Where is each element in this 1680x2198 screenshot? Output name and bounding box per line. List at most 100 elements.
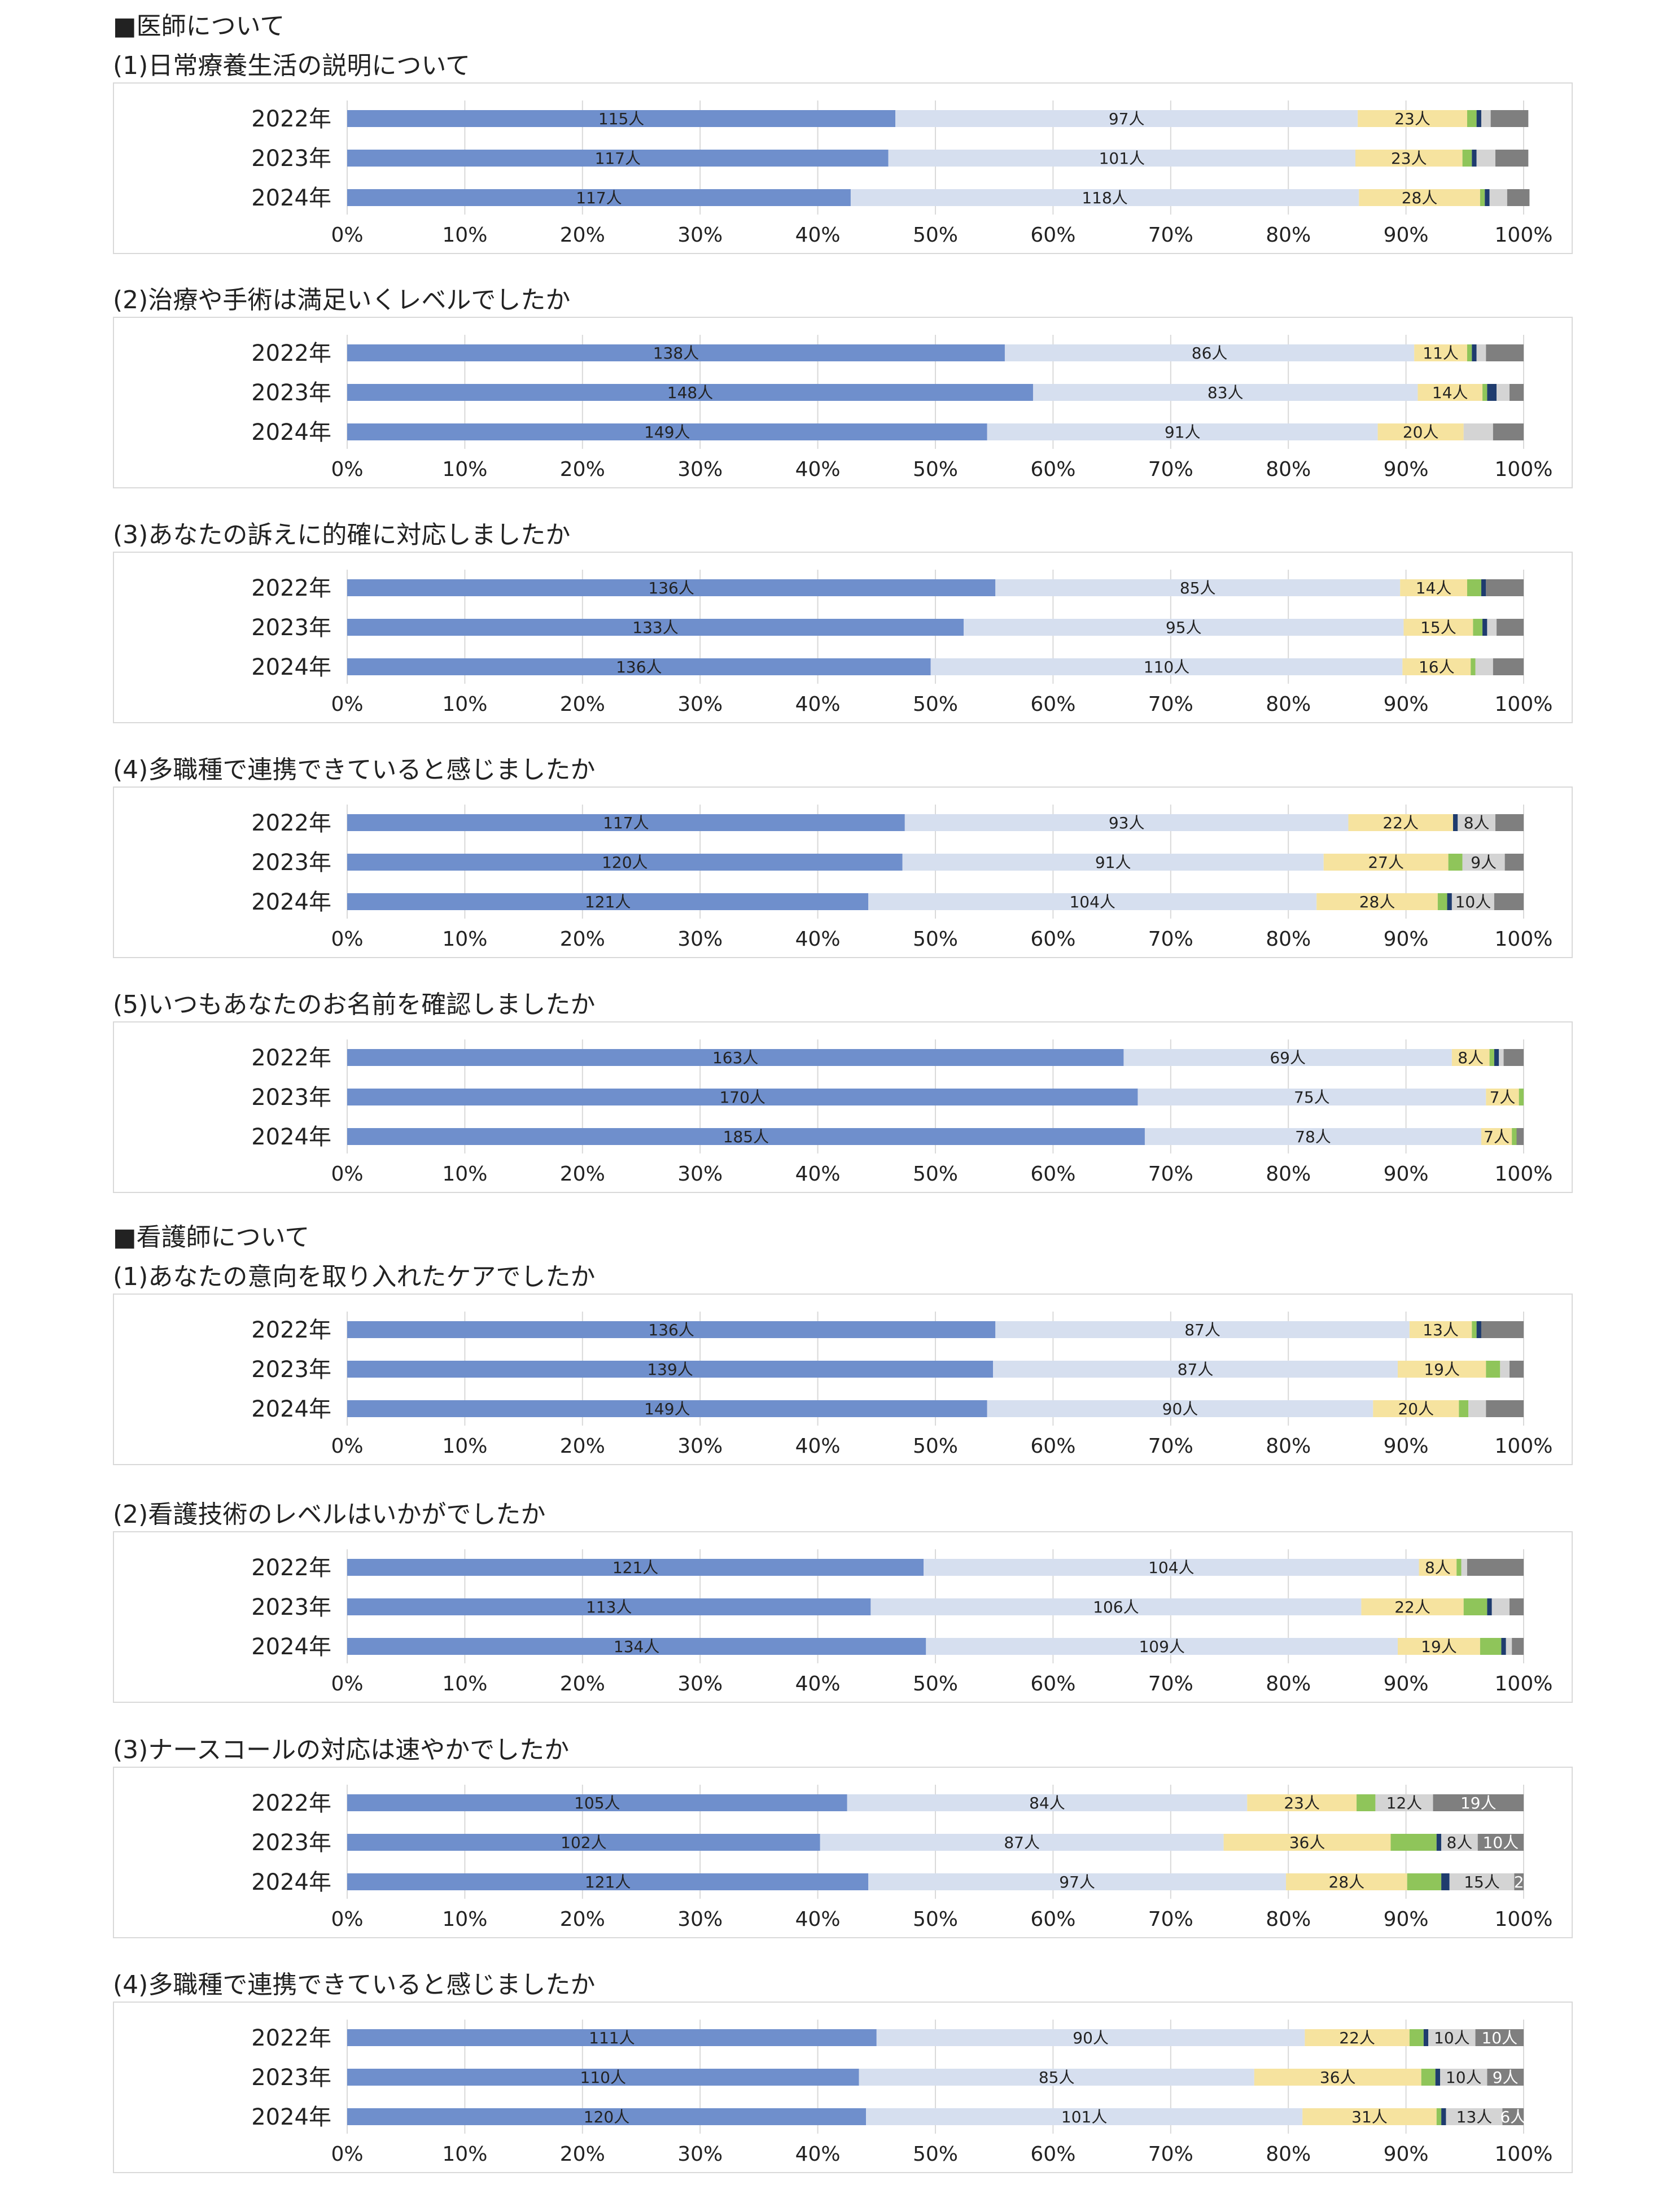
data-label: 148人 xyxy=(667,383,713,402)
bar-segment-s4 xyxy=(1436,2108,1442,2125)
data-label: 121人 xyxy=(585,1873,631,1891)
bar-segment-s7 xyxy=(1495,150,1529,167)
data-label: 115人 xyxy=(598,110,644,128)
x-tick-label: 40% xyxy=(795,1908,841,1931)
bar-segment-s2 xyxy=(987,1400,1373,1417)
bar-segment-s7 xyxy=(1516,1128,1524,1145)
x-tick-label: 20% xyxy=(560,1672,605,1696)
bar-segment-s5 xyxy=(1481,579,1486,596)
bar-segment-s3 xyxy=(1223,1834,1391,1851)
bar-segment-s1 xyxy=(347,814,905,831)
x-tick-label: 20% xyxy=(560,1908,605,1931)
bar-segment-s5 xyxy=(1447,893,1452,910)
data-label: 87人 xyxy=(1178,1360,1214,1379)
data-label: 136人 xyxy=(648,579,694,597)
x-tick-label: 30% xyxy=(677,928,723,951)
chart-title: (2)看護技術のレベルはいかがでしたか xyxy=(113,1500,546,1529)
data-label: 185人 xyxy=(723,1128,769,1146)
bar-segment-s3 xyxy=(1373,1400,1459,1417)
data-label: 111人 xyxy=(589,2029,635,2047)
bar-segment-s6 xyxy=(1499,1049,1504,1066)
bar-segment-s3 xyxy=(1302,2108,1437,2125)
bar-segment-s4 xyxy=(1357,1794,1376,1811)
category-label: 2022年 xyxy=(251,1790,331,1816)
bar-segment-s2 xyxy=(888,150,1355,167)
bar-segment-s1 xyxy=(347,423,987,440)
data-label: 7人 xyxy=(1484,1128,1510,1146)
data-label: 23人 xyxy=(1394,110,1430,128)
chart-panel: 0% 10% 20% 30% 40% 50% 60% 70% 80% 90% 100% 2022年 13… xyxy=(113,552,1573,723)
data-label: 19人 xyxy=(1421,1637,1457,1656)
bar-segment-s1 xyxy=(347,189,851,206)
chart-panel: 0% 10% 20% 30% 40% 50% 60% 70% 80% 90% 100% 2022年 11… xyxy=(113,82,1573,254)
data-label: 139人 xyxy=(647,1360,693,1379)
x-tick-label: 100% xyxy=(1495,1672,1553,1696)
bar-segment-s7 xyxy=(1509,1361,1524,1378)
x-tick-label: 50% xyxy=(913,1163,958,1186)
data-label: 15人 xyxy=(1420,618,1456,637)
bar-segment-s7 xyxy=(1495,814,1524,831)
bar-segment-s4 xyxy=(1437,893,1447,910)
bar-segment-s3 xyxy=(1409,1321,1472,1338)
chart-svg: 0% 10% 20% 30% 40% 50% 60% 70% 80% 90% 100% 2022年 13… xyxy=(251,1312,1552,1458)
x-tick-label: 60% xyxy=(1030,1163,1075,1186)
data-label: 133人 xyxy=(632,618,678,637)
bar-segment-s3 xyxy=(1398,1638,1480,1655)
chart-panel: 0% 10% 20% 30% 40% 50% 60% 70% 80% 90% 100% 2022年 12… xyxy=(113,1531,1573,1703)
data-label: 93人 xyxy=(1109,814,1145,832)
bar-segment-s5 xyxy=(1441,2108,1446,2125)
bar-segment-s7 xyxy=(1487,2069,1524,2086)
section-heading: ■看護師について xyxy=(113,1223,310,1252)
bar-segment-s2 xyxy=(876,2029,1305,2046)
chart-svg: 0% 10% 20% 30% 40% 50% 60% 70% 80% 90% 100% 2022年 13… xyxy=(251,335,1552,481)
data-label: 121人 xyxy=(613,1558,658,1577)
chart-title: (4)多職種で連携できていると感じましたか xyxy=(113,1970,596,1999)
chart-title: (3)あなたの訴えに的確に対応しましたか xyxy=(113,521,571,549)
bar-segment-s1 xyxy=(347,1361,994,1378)
bar-segment-s6 xyxy=(1449,1873,1515,1890)
x-tick-label: 30% xyxy=(677,1672,723,1696)
x-tick-label: 20% xyxy=(560,928,605,951)
category-label: 2024年 xyxy=(251,420,331,445)
x-tick-label: 70% xyxy=(1148,1163,1193,1186)
bar-segment-s4 xyxy=(1472,1321,1477,1338)
x-tick-label: 60% xyxy=(1030,1908,1075,1931)
bar-segment-s2 xyxy=(859,2069,1254,2086)
bar-segment-s2 xyxy=(993,1361,1398,1378)
data-label: 101人 xyxy=(1061,2108,1107,2126)
bar-segment-s4 xyxy=(1471,658,1476,675)
data-label: 110人 xyxy=(1144,658,1189,676)
category-label: 2022年 xyxy=(251,2025,331,2051)
chart-title: (1)あなたの意向を取り入れたケアでしたか xyxy=(113,1262,596,1291)
data-label: 90人 xyxy=(1073,2029,1109,2047)
x-tick-label: 0% xyxy=(331,1435,363,1458)
bar-segment-s1 xyxy=(347,1794,847,1811)
data-label: 28人 xyxy=(1359,893,1395,911)
category-label: 2024年 xyxy=(251,654,331,680)
chart-svg: 0% 10% 20% 30% 40% 50% 60% 70% 80% 90% 100% 2022年 13… xyxy=(251,570,1552,716)
x-tick-label: 10% xyxy=(442,693,487,716)
x-tick-label: 60% xyxy=(1030,1435,1075,1458)
bar-segment-s1 xyxy=(347,1559,924,1576)
bar-segment-s4 xyxy=(1482,384,1488,401)
bar-segment-s3 xyxy=(1361,1598,1464,1615)
bar-segment-s1 xyxy=(347,344,1005,361)
bar-segment-s3 xyxy=(1305,2029,1410,2046)
section-heading: ■医師について xyxy=(113,12,285,41)
bar-segment-s7 xyxy=(1494,893,1524,910)
data-label: 120人 xyxy=(584,2108,629,2126)
bar-segment-s6 xyxy=(1463,423,1493,440)
category-label: 2023年 xyxy=(251,850,331,876)
x-tick-label: 80% xyxy=(1266,224,1311,247)
bar-segment-s6 xyxy=(1497,384,1510,401)
chart-svg: 0% 10% 20% 30% 40% 50% 60% 70% 80% 90% 100% 2022年 16… xyxy=(251,1039,1552,1186)
data-label: 84人 xyxy=(1029,1794,1065,1812)
x-tick-label: 30% xyxy=(677,224,723,247)
data-label: 104人 xyxy=(1069,893,1115,911)
data-label: 2 xyxy=(1514,1873,1524,1891)
x-tick-label: 10% xyxy=(442,1908,487,1931)
data-label: 8人 xyxy=(1464,814,1490,832)
bar-segment-s3 xyxy=(1355,150,1463,167)
bar-segment-s5 xyxy=(1482,619,1488,636)
bar-segment-s6 xyxy=(1489,189,1507,206)
